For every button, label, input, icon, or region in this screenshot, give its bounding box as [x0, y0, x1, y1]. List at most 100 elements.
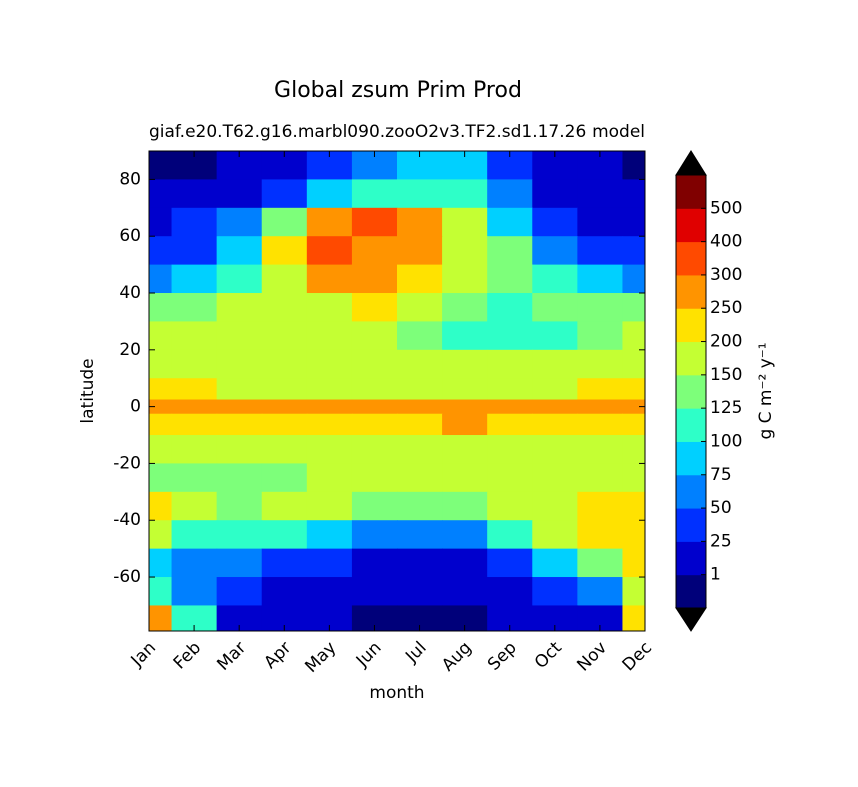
contour-cell	[216, 413, 263, 436]
contour-cell	[442, 236, 488, 266]
contour-cell	[149, 548, 173, 578]
contour-cell	[149, 399, 173, 415]
colorbar-band	[676, 374, 706, 409]
contour-cell	[532, 577, 578, 607]
contour-cell	[397, 435, 443, 465]
contour-cell	[397, 264, 443, 294]
y-tick-label: 20	[119, 340, 141, 360]
contour-cell	[149, 378, 173, 401]
contour-cell	[216, 577, 263, 607]
contour-cell	[442, 378, 488, 401]
contour-cell	[306, 548, 353, 578]
contour-cell	[149, 577, 173, 607]
contour-cell	[622, 413, 645, 436]
contour-cell	[216, 520, 263, 550]
colorbar-frame	[675, 174, 707, 609]
contour-cell	[149, 463, 173, 493]
contour-cell	[442, 463, 488, 493]
contour-cell	[487, 548, 533, 578]
contour-cell	[261, 321, 308, 351]
contour-cell	[261, 463, 308, 493]
contour-cell	[306, 264, 353, 294]
colorbar-tick-label: 1	[710, 565, 721, 585]
contour-cell	[216, 378, 263, 401]
contour-cell	[622, 577, 645, 607]
contour-cell	[577, 349, 624, 379]
contour-cell	[149, 321, 173, 351]
contour-cell	[487, 293, 533, 323]
colorbar-tick-label: 400	[710, 232, 742, 252]
contour-cell	[622, 264, 645, 294]
contour-cell	[397, 399, 443, 415]
contour-cell	[397, 349, 443, 379]
colorbar-band	[676, 241, 706, 276]
colorbar-band	[676, 441, 706, 476]
colorbar-tick-label: 75	[710, 465, 732, 485]
colorbar-tick-label: 200	[710, 332, 742, 352]
contour-cell	[397, 378, 443, 401]
contour-cell	[351, 179, 398, 209]
contour-cell	[216, 179, 263, 209]
contour-cell	[577, 491, 624, 521]
contour-cell	[532, 349, 578, 379]
colorbar-band	[676, 408, 706, 442]
contour-cell	[532, 520, 578, 550]
y-tick-label: 40	[119, 283, 141, 303]
contour-cell	[171, 236, 218, 266]
contour-cell	[397, 207, 443, 237]
colorbar-tick-label: 300	[710, 265, 742, 285]
contour-cell	[577, 435, 624, 465]
contour-cell	[149, 520, 173, 550]
contour-cell	[622, 463, 645, 493]
y-tick-label: -40	[113, 510, 141, 530]
x-tick-label: Jul	[401, 638, 430, 667]
contour-cell	[216, 435, 263, 465]
y-tick-label: 0	[130, 397, 141, 417]
contour-cell	[442, 577, 488, 607]
contour-cell	[351, 577, 398, 607]
y-tick-label: -20	[113, 453, 141, 473]
colorbar-extend-under	[675, 607, 707, 632]
contour-cell	[532, 179, 578, 209]
colorbar-band	[676, 541, 706, 576]
contour-cell	[532, 399, 578, 415]
colorbar-band	[676, 574, 706, 609]
contour-cell	[306, 349, 353, 379]
contour-cell	[149, 349, 173, 379]
contour-cell	[261, 399, 308, 415]
contour-cell	[306, 577, 353, 607]
contour-cell	[351, 293, 398, 323]
contour-cell	[622, 236, 645, 266]
contour-cell	[622, 435, 645, 465]
x-tick-label: May	[301, 638, 340, 677]
contour-cell	[216, 264, 263, 294]
contour-cell	[171, 321, 218, 351]
contour-cell	[261, 378, 308, 401]
chart-title: Global zsum Prim Prod	[274, 78, 522, 103]
colorbar-tick-label: 500	[710, 198, 742, 218]
contour-cell	[442, 399, 488, 415]
contour-cell	[442, 293, 488, 323]
contour-cell	[171, 399, 218, 415]
x-tick-label: Nov	[573, 638, 611, 676]
contour-cell	[487, 207, 533, 237]
contour-cell	[261, 293, 308, 323]
contour-cell	[216, 293, 263, 323]
contour-cell	[149, 236, 173, 266]
contour-cell	[622, 151, 645, 181]
contour-cell	[442, 435, 488, 465]
contour-cell	[306, 179, 353, 209]
contour-cell	[261, 435, 308, 465]
contour-cell	[622, 349, 645, 379]
colorbar-band	[676, 474, 706, 509]
contour-cell	[532, 321, 578, 351]
contour-cell	[306, 321, 353, 351]
contour-cell	[577, 413, 624, 436]
contour-cell	[171, 491, 218, 521]
colorbar-band	[676, 175, 706, 209]
contour-cell	[397, 491, 443, 521]
contour-cell	[577, 293, 624, 323]
contour-cell	[306, 435, 353, 465]
contour-cell	[351, 321, 398, 351]
contour-cell	[622, 520, 645, 550]
